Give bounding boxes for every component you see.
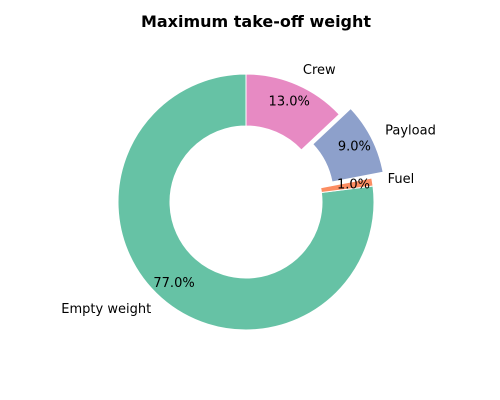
slices-group xyxy=(117,73,384,331)
pct-label-empty-weight: 77.0% xyxy=(153,276,194,291)
pct-label-fuel: 1.0% xyxy=(337,177,370,192)
slice-crew xyxy=(245,73,341,151)
pct-label-payload: 9.0% xyxy=(338,139,371,154)
slice-empty-weight xyxy=(117,73,375,331)
category-label-payload: Payload xyxy=(385,124,436,139)
labels-group: 77.0%Empty weight 1.0% Fuel 9.0% Payload 13.0… xyxy=(61,63,436,317)
slice-payload xyxy=(312,107,384,183)
category-label-empty-weight: Empty weight xyxy=(61,302,151,317)
pct-label-crew: 13.0% xyxy=(269,95,310,110)
category-label-crew: Crew xyxy=(303,63,336,78)
chart-title: Maximum take-off weight xyxy=(141,12,371,31)
category-label-fuel: Fuel xyxy=(388,172,415,187)
slice-fuel xyxy=(320,177,374,194)
